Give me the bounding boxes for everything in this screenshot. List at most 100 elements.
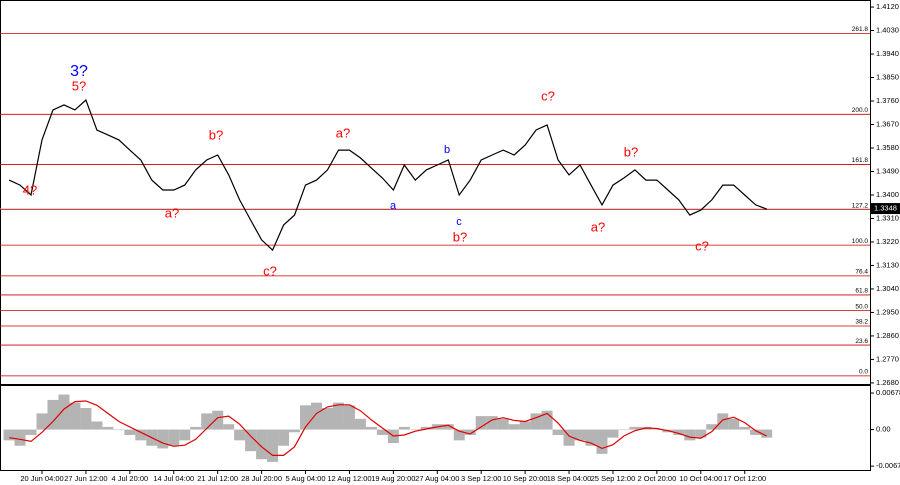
- y-tick-label: 1.3940: [876, 49, 899, 58]
- histogram-bar: [629, 426, 641, 430]
- y-tick-label: 1.4030: [876, 26, 899, 35]
- y-tick-label: 1.3040: [876, 284, 899, 293]
- signal-line: [9, 400, 767, 456]
- histogram-bar: [91, 421, 103, 430]
- fib-level-label: 61.8: [855, 288, 868, 295]
- x-tick-label: 5 Aug 04:00: [285, 474, 325, 483]
- y-tick-label: 1.2680: [876, 378, 899, 387]
- plot-frame: [0, 0, 871, 471]
- wave-label: 5?: [72, 78, 86, 93]
- histogram-bar: [409, 429, 421, 431]
- histogram-bar: [25, 429, 37, 435]
- histogram-bar: [552, 429, 564, 435]
- histogram-bar: [168, 429, 180, 446]
- histogram-bar: [541, 410, 553, 430]
- histogram-bar: [486, 416, 498, 430]
- histogram-bar: [607, 429, 619, 438]
- histogram-bar: [420, 426, 432, 430]
- x-tick-label: 14 Jul 04:00: [153, 474, 194, 483]
- histogram-bar: [102, 426, 114, 430]
- histogram-bar: [245, 429, 257, 452]
- current-price-label: 1.3348: [874, 204, 897, 213]
- fib-level-label: 161.8: [852, 157, 869, 164]
- histogram-bar: [684, 429, 696, 441]
- histogram-bar: [157, 429, 169, 449]
- x-tick-label: 27 Jun 12:00: [64, 474, 107, 483]
- y-tick-label: 1.3850: [876, 73, 899, 82]
- wave-label: c?: [541, 88, 555, 103]
- x-tick-label: 2 Oct 20:00: [637, 474, 676, 483]
- x-tick-label: 20 Jun 04:00: [20, 474, 63, 483]
- histogram-bar: [113, 429, 125, 431]
- wave-label: 4?: [23, 182, 37, 197]
- y-tick-label: 1.3760: [876, 96, 899, 105]
- y-tick-label: -0.00678: [876, 461, 900, 470]
- fib-level-label: 23.6: [855, 338, 868, 345]
- histogram-bar: [69, 402, 81, 430]
- price-line: [8, 98, 767, 252]
- y-tick-label: 1.3310: [876, 213, 899, 222]
- x-tick-label: 17 Oct 12:00: [723, 474, 766, 483]
- histogram-bar: [497, 418, 509, 430]
- histogram-bar: [135, 429, 147, 441]
- y-tick-label: 1.3220: [876, 237, 899, 246]
- x-tick-label: 25 Sep 12:00: [591, 474, 636, 483]
- histogram-bar: [212, 410, 224, 430]
- wave-label: a?: [336, 125, 350, 140]
- wave-label: b?: [624, 144, 638, 159]
- current-price-box: [871, 203, 900, 215]
- histogram-bar: [223, 424, 235, 430]
- wave-label: a?: [591, 219, 605, 234]
- histogram-bar: [453, 429, 465, 441]
- x-tick-label: 18 Sep 04:00: [547, 474, 592, 483]
- histogram-bar: [124, 429, 136, 435]
- histogram-bar: [585, 429, 597, 446]
- histogram-bar: [190, 426, 202, 430]
- histogram-bar: [673, 429, 685, 435]
- x-tick-label: 12 Aug 12:00: [327, 474, 371, 483]
- y-tick-label: 1.3490: [876, 166, 899, 175]
- histogram-bar: [234, 429, 246, 441]
- y-tick-label: 1.2950: [876, 307, 899, 316]
- histogram-bar: [332, 402, 344, 430]
- x-tick-label: 10 Oct 04:00: [679, 474, 722, 483]
- wave-label: c: [456, 216, 462, 228]
- histogram-bar: [530, 413, 542, 430]
- wave-label: 3?: [70, 63, 88, 80]
- histogram-bar: [761, 429, 773, 438]
- histogram-bar: [508, 424, 520, 430]
- histogram-bar: [739, 426, 751, 430]
- histogram-bar: [475, 416, 487, 430]
- y-tick-label: 0.00678: [876, 388, 900, 397]
- histogram-bar: [717, 413, 729, 430]
- wave-label: b?: [453, 229, 467, 244]
- y-tick-label: 1.3400: [876, 190, 899, 199]
- histogram-bar: [343, 405, 355, 430]
- histogram-bar: [519, 421, 531, 430]
- y-tick-label: 1.2860: [876, 331, 899, 340]
- fib-level-label: 76.4: [855, 269, 868, 276]
- y-tick-label: 1.3130: [876, 260, 899, 269]
- histogram-bar: [398, 426, 410, 430]
- histogram-bar: [574, 429, 586, 441]
- histogram-bar: [651, 429, 663, 431]
- x-tick-label: 3 Sep 12:00: [461, 474, 501, 483]
- fib-level-label: 0.0: [859, 369, 868, 376]
- wave-label: a?: [165, 205, 179, 220]
- histogram-bar: [728, 418, 740, 430]
- fib-level-label: 38.2: [855, 319, 868, 326]
- histogram-bar: [47, 399, 59, 430]
- wave-label: c?: [263, 263, 277, 278]
- histogram-bar: [618, 429, 630, 431]
- histogram-bar: [442, 424, 454, 430]
- fib-level-label: 100.0: [852, 238, 869, 245]
- histogram-bar: [365, 426, 377, 430]
- y-tick-label: 1.3670: [876, 119, 899, 128]
- fib-level-label: 127.2: [852, 202, 869, 209]
- histogram-bar: [267, 429, 279, 462]
- fib-level-label: 261.8: [852, 26, 869, 33]
- wave-label: b?: [209, 127, 223, 142]
- histogram-bar: [354, 418, 366, 430]
